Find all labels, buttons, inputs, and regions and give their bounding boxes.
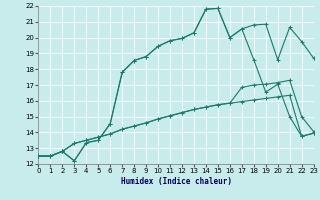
X-axis label: Humidex (Indice chaleur): Humidex (Indice chaleur) xyxy=(121,177,231,186)
